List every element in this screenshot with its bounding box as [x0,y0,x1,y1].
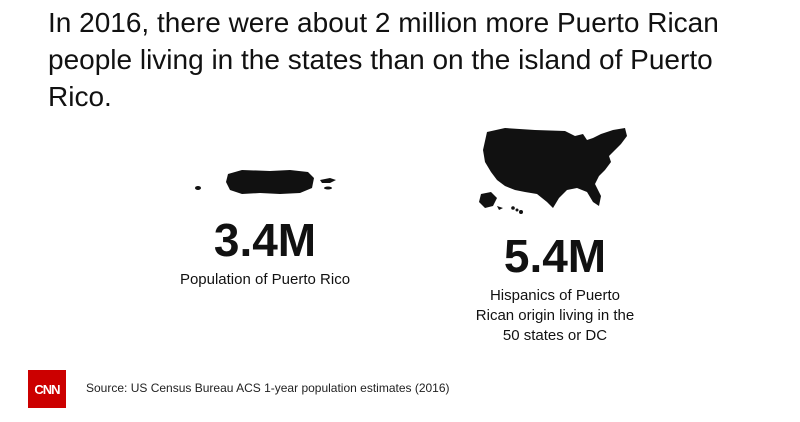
footer: CNN Source: US Census Bureau ACS 1-year … [28,370,768,408]
headline: In 2016, there were about 2 million more… [48,7,719,112]
puerto-rico-map-icon [195,170,336,194]
puerto-rico-population-label: Population of Puerto Rico [179,271,351,288]
usa-map-icon [479,128,627,214]
source-note: Source: US Census Bureau ACS 1-year popu… [86,381,450,395]
us-label-line: Hispanics of Puerto [489,287,621,304]
stat-puerto-rico: 3.4M Population of Puerto Rico [150,160,380,290]
us-puerto-ricans-value: 5.4M [503,230,607,282]
us-puerto-ricans-label: Hispanics of Puerto Rican origin living … [440,286,670,346]
us-label-line: 50 states or DC [502,327,608,344]
us-label-line: Rican origin living in the [475,307,635,324]
stat-us-puerto-ricans: 5.4M Hispanics of Puerto Rican origin li… [440,122,670,346]
puerto-rico-population-value: 3.4M [213,214,317,266]
cnn-logo: CNN [28,370,66,408]
